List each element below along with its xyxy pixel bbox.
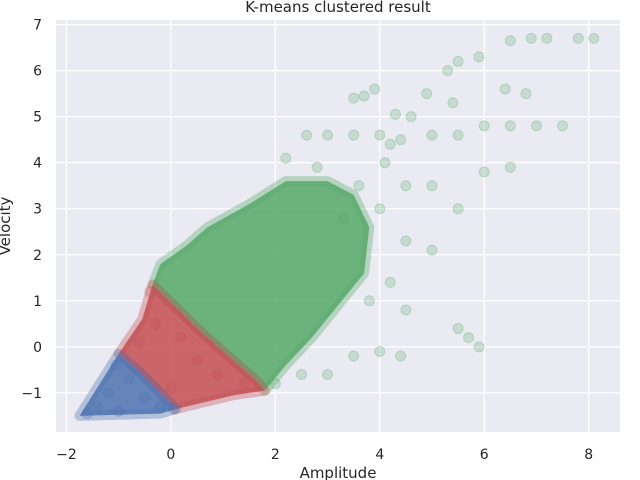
x-axis-ticks: −2 0 2 4 6 8 bbox=[56, 447, 593, 463]
scatter-point bbox=[369, 83, 381, 95]
y-tick-label: 7 bbox=[33, 18, 42, 34]
y-tick-label: 2 bbox=[33, 248, 42, 264]
y-axis-ticks: −1 0 1 2 3 4 5 6 7 bbox=[21, 18, 42, 402]
scatter-point bbox=[499, 83, 511, 95]
scatter-point bbox=[478, 166, 490, 178]
scatter-point bbox=[175, 332, 187, 344]
cluster-density-region bbox=[74, 348, 182, 421]
scatter-point bbox=[473, 341, 485, 353]
scatter-point bbox=[144, 286, 156, 298]
scatter-point bbox=[353, 180, 365, 192]
x-tick-label: 8 bbox=[584, 447, 593, 463]
scatter-point bbox=[358, 90, 370, 102]
scatter-point bbox=[348, 129, 360, 141]
y-tick-label: 3 bbox=[33, 202, 42, 218]
scatter-point bbox=[110, 359, 122, 371]
chart-title: K-means clustered result bbox=[245, 0, 431, 16]
scatter-point bbox=[504, 35, 516, 47]
scatter-point bbox=[168, 403, 179, 415]
scatter-point bbox=[384, 138, 396, 150]
y-tick-label: 6 bbox=[33, 64, 42, 80]
scatter-point bbox=[139, 391, 151, 403]
scatter-point bbox=[269, 378, 281, 390]
scatter-point bbox=[348, 92, 360, 104]
scatter-point bbox=[452, 203, 464, 215]
y-tick-label: 4 bbox=[33, 156, 42, 172]
scatter-point bbox=[81, 408, 93, 420]
scatter-point bbox=[165, 382, 177, 394]
scatter-point bbox=[301, 129, 313, 141]
scatter-point bbox=[374, 345, 386, 357]
scatter-point bbox=[374, 129, 386, 141]
scatter-point bbox=[520, 88, 532, 100]
scatter-point bbox=[295, 368, 307, 380]
scatter-point bbox=[400, 235, 412, 247]
y-tick-label: −1 bbox=[21, 386, 42, 402]
x-axis-label: Amplitude bbox=[300, 464, 377, 480]
scatter-point bbox=[452, 322, 464, 334]
clusters bbox=[74, 32, 600, 421]
scatter-point bbox=[504, 120, 516, 132]
scatter-point bbox=[588, 32, 600, 44]
y-tick-label: 5 bbox=[33, 110, 42, 126]
scatter-point bbox=[530, 120, 542, 132]
scatter-point bbox=[322, 368, 334, 380]
scatter-point bbox=[212, 368, 224, 380]
scatter-point bbox=[363, 295, 375, 307]
scatter-point bbox=[395, 350, 407, 362]
scatter-point bbox=[123, 373, 135, 385]
scatter-point bbox=[426, 244, 438, 256]
scatter-point bbox=[541, 32, 553, 44]
scatter-point bbox=[400, 304, 412, 316]
y-tick-label: 1 bbox=[33, 294, 42, 310]
scatter-point bbox=[400, 180, 412, 192]
x-tick-label: −2 bbox=[56, 447, 77, 463]
scatter-point bbox=[337, 212, 349, 224]
scatter-point bbox=[238, 378, 250, 390]
scatter-point bbox=[379, 157, 391, 169]
scatter-point bbox=[463, 332, 475, 344]
scatter-point bbox=[405, 111, 417, 123]
scatter-point bbox=[525, 32, 537, 44]
scatter-point bbox=[557, 120, 569, 132]
scatter-point bbox=[395, 134, 407, 146]
scatter-point bbox=[426, 129, 438, 141]
scatter-point bbox=[113, 405, 125, 417]
x-tick-label: 6 bbox=[480, 447, 489, 463]
scatter-point bbox=[504, 161, 516, 173]
x-tick-label: 2 bbox=[271, 447, 280, 463]
scatter-point bbox=[149, 318, 161, 330]
scatter-point bbox=[134, 336, 146, 348]
scatter-point bbox=[311, 161, 323, 173]
y-axis-label: Velocity bbox=[0, 196, 14, 255]
scatter-point bbox=[572, 32, 584, 44]
scatter-point bbox=[102, 387, 114, 399]
scatter-point bbox=[280, 152, 292, 164]
scatter-point bbox=[374, 203, 386, 215]
scatter-point bbox=[384, 276, 396, 288]
scatter-point bbox=[452, 55, 464, 67]
scatter-point bbox=[322, 129, 334, 141]
scatter-point bbox=[191, 355, 203, 367]
x-tick-label: 0 bbox=[166, 447, 175, 463]
x-tick-label: 4 bbox=[375, 447, 384, 463]
scatter-point bbox=[92, 401, 104, 413]
scatter-point bbox=[348, 350, 360, 362]
cluster-series bbox=[74, 348, 182, 421]
scatter-point bbox=[478, 120, 490, 132]
scatter-point bbox=[473, 51, 485, 63]
scatter-point bbox=[447, 97, 459, 109]
scatter-point bbox=[452, 129, 464, 141]
scatter-point bbox=[442, 65, 454, 77]
scatter-point bbox=[421, 88, 433, 100]
cluster-series bbox=[147, 32, 600, 396]
y-tick-label: 0 bbox=[33, 340, 42, 356]
scatter-point bbox=[426, 180, 438, 192]
scatter-point bbox=[154, 401, 166, 413]
scatter-point bbox=[389, 108, 401, 120]
